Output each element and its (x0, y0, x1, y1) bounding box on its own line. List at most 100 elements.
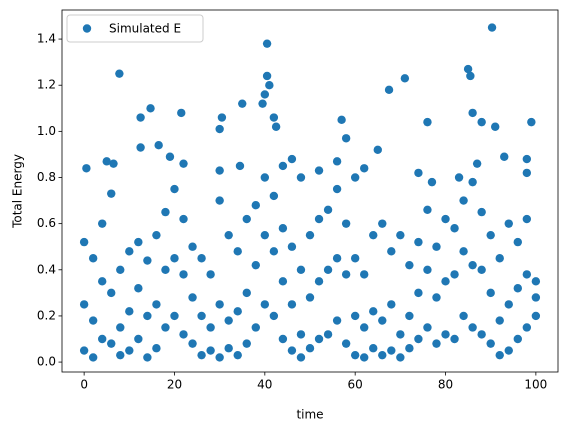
point (115, 69, 124, 78)
point (487, 23, 497, 32)
point (360, 164, 369, 173)
point (125, 307, 134, 316)
point (215, 166, 224, 175)
point (134, 334, 143, 344)
point (522, 214, 532, 224)
point (400, 74, 410, 83)
x-tick-label: 40 (257, 378, 272, 392)
point (323, 205, 333, 215)
point (271, 122, 281, 131)
point (188, 293, 197, 302)
point (314, 334, 324, 344)
point (116, 265, 125, 274)
point (242, 339, 251, 348)
point (427, 177, 437, 187)
point (269, 247, 279, 256)
point (98, 277, 107, 286)
point (179, 330, 188, 339)
point (251, 260, 260, 270)
point (170, 184, 179, 194)
point (161, 265, 170, 274)
point (224, 344, 233, 353)
point (314, 214, 324, 224)
point (495, 350, 504, 360)
point (143, 311, 152, 321)
y-tick-label: 0.2 (37, 308, 56, 322)
point (468, 260, 477, 270)
point (423, 117, 432, 127)
point (373, 145, 382, 155)
point (143, 353, 152, 362)
point (486, 339, 495, 348)
point (414, 237, 423, 247)
point (215, 353, 224, 362)
point (405, 260, 414, 270)
point (500, 152, 509, 161)
x-tick-label: 20 (167, 378, 182, 392)
point (504, 219, 513, 228)
point (217, 113, 227, 122)
point (450, 334, 459, 344)
point (215, 124, 224, 134)
point (136, 143, 145, 152)
point (369, 344, 378, 353)
point (188, 242, 197, 251)
point (450, 270, 459, 279)
point (341, 270, 351, 279)
point (88, 316, 98, 325)
point (432, 339, 441, 348)
point (332, 254, 342, 263)
point (522, 270, 532, 279)
point (477, 330, 486, 339)
point (468, 108, 477, 118)
point (513, 334, 522, 344)
point (378, 219, 387, 228)
point (384, 85, 394, 95)
point (341, 219, 351, 228)
point (98, 219, 107, 228)
point (414, 334, 423, 344)
point (102, 157, 111, 166)
point (116, 323, 125, 332)
point (441, 214, 450, 224)
point (88, 353, 98, 362)
point (197, 350, 206, 360)
point (235, 161, 245, 171)
point (287, 154, 297, 164)
point (79, 346, 89, 355)
point (188, 339, 197, 348)
point (369, 230, 378, 240)
point (314, 166, 324, 175)
point (107, 339, 116, 348)
point (504, 300, 513, 309)
y-tick-label: 0.6 (37, 216, 56, 230)
y-axis-label: Total Energy (11, 154, 25, 229)
point (341, 134, 351, 143)
point (337, 115, 346, 125)
point (260, 300, 270, 309)
point (296, 330, 306, 339)
point (233, 307, 242, 316)
point (215, 300, 224, 309)
point (146, 104, 155, 113)
point (260, 173, 270, 182)
point (224, 230, 233, 240)
point (305, 230, 315, 240)
point (109, 159, 118, 168)
point (134, 237, 143, 247)
point (278, 277, 288, 286)
legend-marker (82, 24, 92, 33)
point (269, 311, 279, 321)
point (477, 207, 486, 217)
point (350, 173, 360, 182)
point (350, 311, 360, 321)
point (305, 344, 315, 353)
point (378, 316, 387, 325)
point (107, 189, 116, 198)
point (414, 288, 423, 298)
point (136, 113, 145, 122)
point (197, 254, 206, 263)
point (197, 311, 206, 321)
point (396, 230, 405, 240)
point (531, 277, 541, 286)
